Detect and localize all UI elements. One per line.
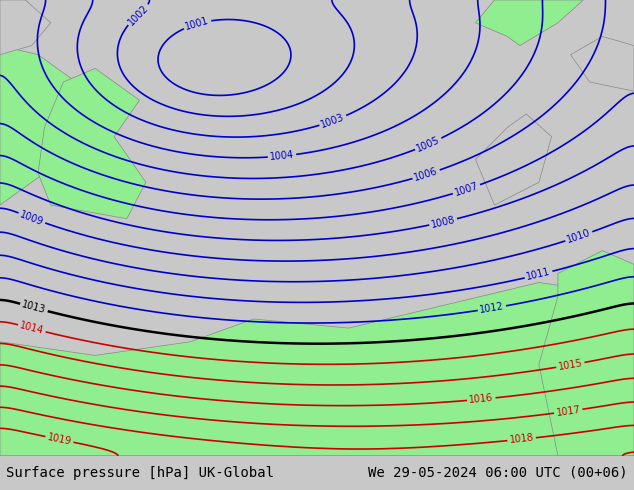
Polygon shape — [0, 46, 76, 205]
Polygon shape — [539, 251, 634, 456]
Polygon shape — [38, 69, 146, 219]
Text: 1002: 1002 — [126, 2, 150, 27]
Text: 1006: 1006 — [413, 166, 439, 183]
Text: 1015: 1015 — [557, 358, 583, 372]
Text: 1012: 1012 — [479, 301, 505, 315]
Text: Surface pressure [hPa] UK-Global: Surface pressure [hPa] UK-Global — [6, 466, 275, 480]
Text: We 29-05-2024 06:00 UTC (00+06): We 29-05-2024 06:00 UTC (00+06) — [368, 466, 628, 480]
Text: 1014: 1014 — [18, 320, 45, 336]
Text: 1010: 1010 — [566, 228, 592, 245]
Text: 1011: 1011 — [526, 267, 552, 282]
Text: 1005: 1005 — [415, 135, 442, 153]
Text: 1003: 1003 — [320, 112, 346, 130]
Text: 1019: 1019 — [46, 432, 72, 447]
Text: 1008: 1008 — [430, 215, 456, 230]
Text: 1004: 1004 — [269, 150, 295, 162]
Text: 1017: 1017 — [555, 405, 581, 418]
Polygon shape — [0, 283, 634, 456]
Polygon shape — [0, 0, 51, 55]
Polygon shape — [571, 36, 634, 91]
Text: 1001: 1001 — [184, 16, 210, 32]
Text: 1018: 1018 — [509, 433, 534, 445]
Text: 1013: 1013 — [21, 299, 47, 316]
Polygon shape — [476, 0, 583, 46]
Text: 1007: 1007 — [453, 181, 480, 198]
Text: 1009: 1009 — [18, 209, 45, 227]
Text: 1016: 1016 — [469, 393, 494, 405]
Polygon shape — [476, 114, 552, 205]
